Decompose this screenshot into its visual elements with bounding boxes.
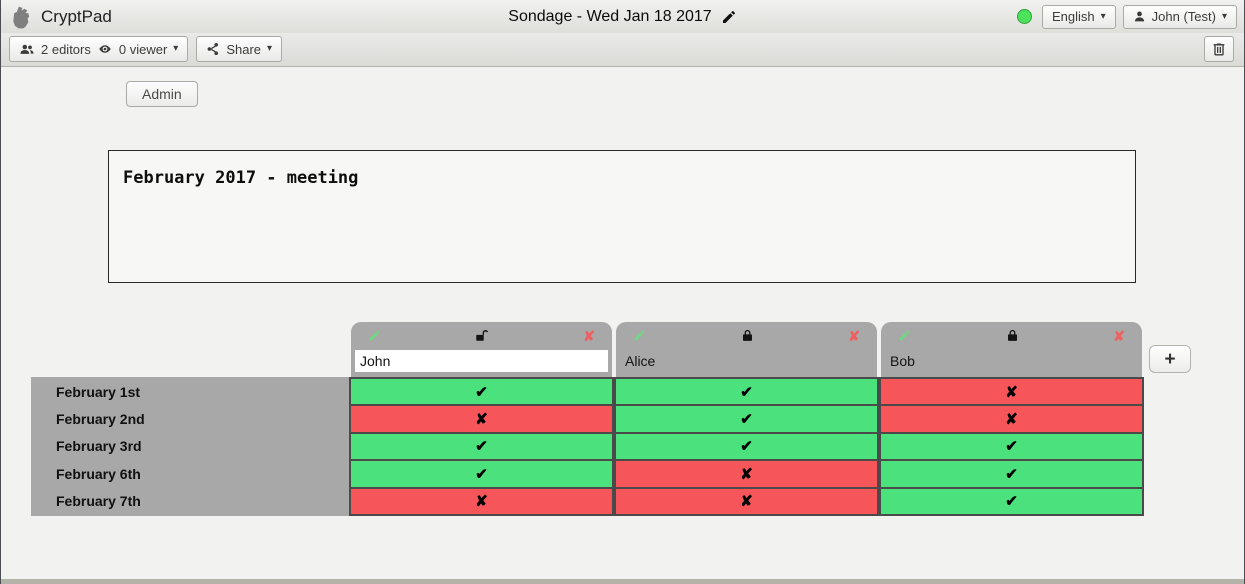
row-label: February 3rd bbox=[56, 438, 142, 455]
vote-cell-yes: ✔ bbox=[616, 406, 877, 432]
share-button[interactable]: Share ▾ bbox=[196, 36, 283, 62]
vote-cell-no[interactable]: ✘ bbox=[351, 406, 612, 432]
column-header-alice: ✘ Alice bbox=[616, 322, 877, 377]
lock-icon[interactable] bbox=[1005, 328, 1020, 343]
column-header-icons: ✘ bbox=[351, 322, 612, 347]
vote-cell-yes: ✔ bbox=[616, 379, 877, 405]
document-title-area: Sondage - Wed Jan 18 2017 bbox=[1, 0, 1244, 33]
eye-icon bbox=[97, 42, 113, 56]
column-name-label: Alice bbox=[625, 353, 656, 369]
toolbar-left: 2 editors 0 viewer ▾ Share bbox=[9, 36, 283, 62]
pencil-icon[interactable] bbox=[898, 329, 911, 342]
column-header-icons: ✘ bbox=[881, 322, 1142, 347]
vote-cell-yes[interactable]: ✔ bbox=[351, 433, 612, 460]
fist-icon[interactable] bbox=[9, 3, 34, 30]
description-textarea[interactable]: February 2017 - meeting bbox=[108, 150, 1136, 283]
row-label: February 7th bbox=[56, 493, 141, 510]
caret-down-icon: ▾ bbox=[1100, 10, 1106, 22]
vote-cell-yes: ✔ bbox=[881, 461, 1142, 487]
column-name-label: Bob bbox=[890, 353, 915, 369]
vote-cell-no: ✘ bbox=[616, 488, 877, 514]
language-label: English bbox=[1051, 9, 1095, 24]
viewers-count-label: 0 viewer bbox=[118, 41, 168, 57]
admin-button[interactable]: Admin bbox=[126, 81, 198, 107]
app-name: CryptPad bbox=[41, 6, 112, 26]
edit-title-pencil-icon[interactable] bbox=[721, 9, 737, 25]
vote-cell-yes[interactable]: ✔ bbox=[351, 461, 612, 487]
column-header-icons: ✘ bbox=[616, 322, 877, 347]
vote-cell-yes: ✔ bbox=[616, 433, 877, 460]
topbar: CryptPad Sondage - Wed Jan 18 2017 Engli… bbox=[1, 0, 1244, 34]
users-icon bbox=[19, 42, 35, 57]
lock-icon[interactable] bbox=[740, 328, 755, 343]
user-icon bbox=[1133, 10, 1146, 23]
userlist-button[interactable]: 2 editors 0 viewer ▾ bbox=[9, 36, 189, 62]
column-header-john: ✘ bbox=[351, 322, 612, 377]
poll-vote-grid: ✔ ✔ ✘ ✘ ✔ ✘ ✔ ✔ ✔ ✔ ✘ ✔ ✘ ✘ ✔ bbox=[349, 377, 1144, 516]
vote-cell-yes: ✔ bbox=[881, 433, 1142, 460]
topbar-left: CryptPad bbox=[9, 0, 112, 33]
bottom-edge bbox=[1, 579, 1244, 584]
editors-count-label: 2 editors bbox=[41, 41, 91, 57]
column-name-row: Alice bbox=[616, 347, 877, 375]
connection-status-indicator bbox=[1016, 9, 1032, 24]
unlock-icon[interactable] bbox=[475, 328, 490, 343]
share-icon bbox=[206, 42, 220, 56]
vote-cell-no: ✘ bbox=[616, 461, 877, 487]
vote-cell-no[interactable]: ✘ bbox=[351, 488, 612, 514]
row-label: February 6th bbox=[56, 465, 141, 482]
row-label: February 2nd bbox=[56, 411, 145, 428]
caret-down-icon: ▾ bbox=[267, 43, 273, 54]
add-column-button[interactable]: + bbox=[1149, 345, 1191, 373]
language-selector[interactable]: English ▾ bbox=[1041, 4, 1116, 29]
poll-row-labels: February 1st February 2nd February 3rd Febr… bbox=[31, 377, 349, 516]
row-label: February 1st bbox=[56, 383, 141, 400]
user-menu[interactable]: John (Test) ▾ bbox=[1122, 4, 1237, 29]
caret-down-icon: ▾ bbox=[1221, 10, 1227, 22]
pencil-icon[interactable] bbox=[633, 329, 646, 342]
pencil-icon[interactable] bbox=[368, 329, 381, 342]
poll-column-headers: ✘ ✘ Alice ✘ Bob bbox=[351, 322, 1142, 377]
vote-cell-no: ✘ bbox=[881, 379, 1142, 405]
column-name-row bbox=[351, 347, 612, 375]
remove-column-icon[interactable]: ✘ bbox=[1113, 327, 1125, 344]
document-title[interactable]: Sondage - Wed Jan 18 2017 bbox=[508, 7, 712, 25]
vote-cell-yes[interactable]: ✔ bbox=[351, 379, 612, 405]
vote-cell-no: ✘ bbox=[881, 406, 1142, 432]
vote-cell-yes: ✔ bbox=[881, 488, 1142, 514]
column-name-row: Bob bbox=[881, 347, 1142, 375]
trash-icon bbox=[1211, 41, 1227, 58]
toolbar: 2 editors 0 viewer ▾ Share bbox=[1, 33, 1244, 67]
user-name-label: John (Test) bbox=[1151, 9, 1216, 24]
trash-button[interactable] bbox=[1204, 36, 1234, 62]
remove-column-icon[interactable]: ✘ bbox=[583, 327, 595, 344]
remove-column-icon[interactable]: ✘ bbox=[848, 327, 860, 344]
column-name-input[interactable] bbox=[355, 350, 608, 372]
column-header-bob: ✘ Bob bbox=[881, 322, 1142, 377]
topbar-right: English ▾ John (Test) ▾ bbox=[1016, 0, 1237, 33]
share-label: Share bbox=[226, 41, 262, 57]
caret-down-icon: ▾ bbox=[173, 43, 179, 54]
